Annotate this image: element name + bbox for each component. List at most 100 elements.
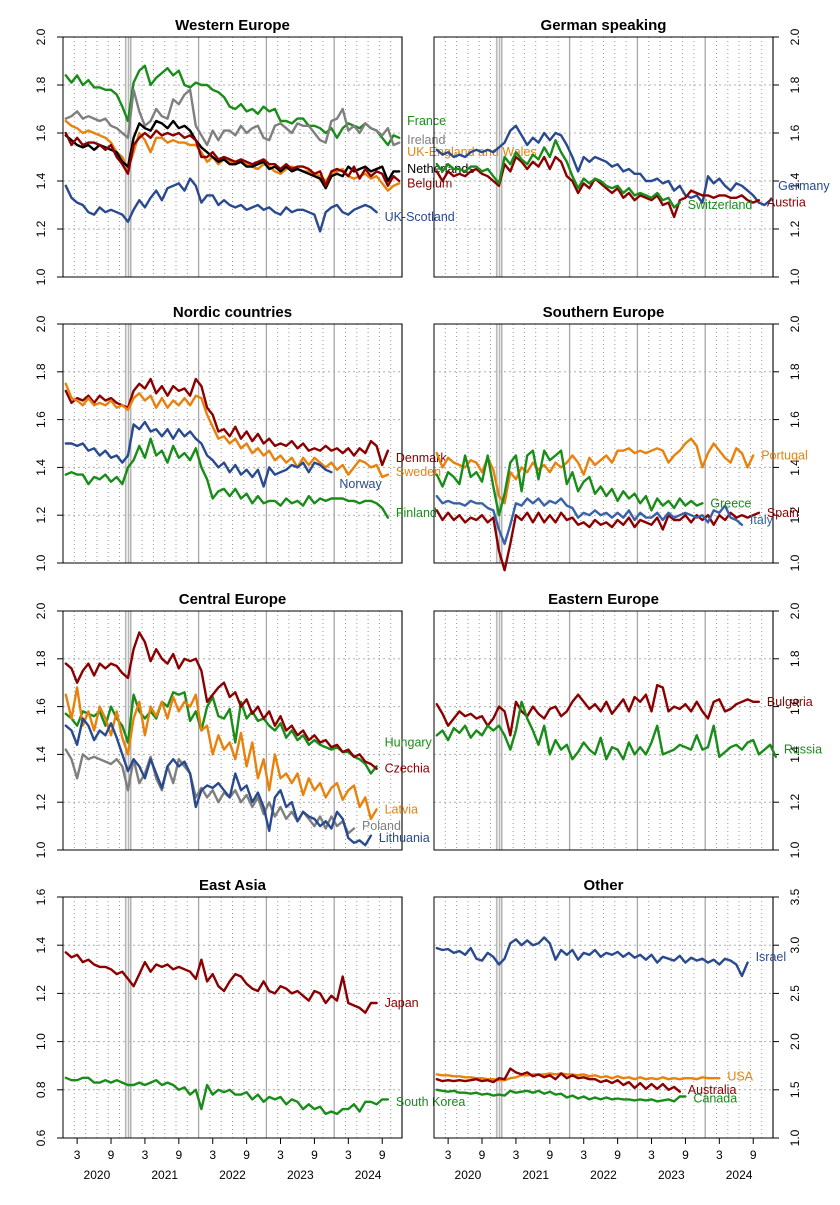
series-line-uk-scotland — [64, 177, 378, 233]
x-tick-label: 3 — [648, 1148, 655, 1162]
series-label-switzerland: Switzerland — [688, 198, 753, 212]
series-line-denmark — [64, 377, 390, 467]
series-label-usa: USA — [727, 1069, 753, 1083]
panel-frame — [62, 896, 403, 1139]
panel-southern-europe: Southern Europe 1.0 1.2 1.4 1.6 1.8 2.0 Portuga… — [433, 304, 808, 572]
series-line-bulgaria — [435, 683, 761, 737]
panel-western-europe: Western Europe 1.0 1.2 1.4 1.6 1.8 2.0 France Ir… — [34, 17, 537, 285]
y-tick-label: 1.8 — [788, 650, 802, 667]
x-tick-label: 9 — [546, 1148, 553, 1162]
panel-frame — [433, 896, 774, 1139]
x-tick-label: 3 — [142, 1148, 149, 1162]
series-label-belgium: Belgium — [407, 176, 452, 190]
panel-title: East Asia — [199, 877, 267, 894]
series-label-japan: Japan — [385, 996, 419, 1010]
y-tick-label: 1.6 — [34, 124, 48, 141]
y-tick-label: 2.0 — [788, 602, 802, 619]
x-tick-label: 3 — [716, 1148, 723, 1162]
series-line-usa — [435, 1072, 721, 1082]
series-line-germany — [435, 124, 772, 207]
x-tick-label: 9 — [479, 1148, 486, 1162]
series-line-czechia — [64, 631, 378, 770]
y-tick-label: 1.6 — [34, 411, 48, 428]
y-tick-label: 1.6 — [788, 411, 802, 428]
x-year-label: 2023 — [658, 1168, 685, 1182]
x-tick-label: 3 — [345, 1148, 352, 1162]
panel-title: Eastern Europe — [548, 591, 659, 608]
panel-german-speaking: German speaking 1.0 1.2 1.4 1.6 1.8 2.0 Germany… — [433, 17, 830, 285]
y-tick-label: 2.0 — [788, 1033, 802, 1050]
y-tick-label: 1.0 — [788, 841, 802, 858]
y-tick-label: 1.6 — [34, 698, 48, 715]
y-tick-label: 1.4 — [788, 746, 802, 763]
x-year-label: 2020 — [84, 1168, 111, 1182]
panel-other: Other 1.0 1.5 2.0 2.5 3.0 3.5 Israel USAAustrali… — [433, 877, 802, 1182]
x-year-label: 2023 — [287, 1168, 314, 1182]
y-tick-label: 1.0 — [788, 554, 802, 571]
y-tick-label: 2.5 — [788, 985, 802, 1002]
x-tick-label: 3 — [445, 1148, 452, 1162]
panel-frame — [62, 36, 403, 278]
series-line-australia — [435, 1067, 681, 1093]
y-tick-label: 0.6 — [34, 1129, 48, 1146]
panel-title: Southern Europe — [543, 304, 665, 321]
series-line-belgium — [64, 129, 401, 188]
y-tick-label: 1.5 — [788, 1081, 802, 1098]
x-tick-label: 9 — [108, 1148, 115, 1162]
series-label-israel: Israel — [756, 950, 787, 964]
panel-frame — [433, 610, 774, 851]
y-tick-label: 1.0 — [34, 841, 48, 858]
series-label-south-korea: South Korea — [396, 1095, 466, 1109]
series-line-canada — [435, 1088, 687, 1103]
series-label-italy: Italy — [750, 513, 774, 527]
x-tick-label: 9 — [243, 1148, 250, 1162]
x-tick-label: 9 — [614, 1148, 621, 1162]
x-tick-label: 3 — [513, 1148, 520, 1162]
x-year-label: 2021 — [522, 1168, 549, 1182]
series-label-uk-scotland: UK-Scotland — [385, 210, 455, 224]
series-line-norway — [64, 420, 333, 488]
x-tick-label: 9 — [682, 1148, 689, 1162]
panel-title: German speaking — [541, 17, 667, 34]
y-tick-label: 1.4 — [788, 459, 802, 476]
y-tick-label: 1.4 — [788, 172, 802, 189]
x-year-label: 2020 — [455, 1168, 482, 1182]
y-tick-label: 2.0 — [34, 28, 48, 45]
y-tick-label: 2.0 — [788, 315, 802, 332]
x-tick-label: 3 — [277, 1148, 284, 1162]
series-line-ireland — [64, 88, 401, 147]
y-tick-label: 1.8 — [34, 363, 48, 380]
series-line-russia — [435, 700, 777, 761]
series-label-australia: Australia — [688, 1083, 737, 1097]
series-label-norway: Norway — [339, 477, 382, 491]
y-tick-label: 2.0 — [788, 28, 802, 45]
series-label-ireland: Ireland — [407, 133, 445, 147]
series-label-bulgaria: Bulgaria — [767, 695, 813, 709]
x-tick-label: 9 — [175, 1148, 182, 1162]
y-tick-label: 1.2 — [34, 985, 48, 1002]
panel-title: Other — [583, 877, 623, 894]
series-line-sweden — [64, 382, 390, 479]
y-tick-label: 1.0 — [34, 268, 48, 285]
series-line-japan — [64, 951, 378, 1014]
x-year-label: 2022 — [219, 1168, 246, 1182]
y-tick-label: 1.0 — [34, 554, 48, 571]
series-label-portugal: Portugal — [761, 448, 808, 462]
x-tick-label: 9 — [311, 1148, 318, 1162]
x-tick-label: 9 — [750, 1148, 757, 1162]
series-line-finland — [64, 437, 390, 519]
y-tick-label: 1.2 — [34, 794, 48, 811]
x-year-label: 2024 — [355, 1168, 382, 1182]
y-tick-label: 0.8 — [34, 1081, 48, 1098]
x-tick-label: 3 — [580, 1148, 587, 1162]
x-year-label: 2022 — [590, 1168, 617, 1182]
y-tick-label: 1.4 — [34, 746, 48, 763]
y-tick-label: 1.2 — [788, 794, 802, 811]
y-tick-label: 1.2 — [788, 220, 802, 237]
series-label-france: France — [407, 114, 446, 128]
series-label-russia: Russia — [784, 743, 822, 757]
y-tick-label: 1.4 — [34, 937, 48, 954]
y-tick-label: 1.0 — [34, 1033, 48, 1050]
y-tick-label: 1.8 — [788, 76, 802, 93]
